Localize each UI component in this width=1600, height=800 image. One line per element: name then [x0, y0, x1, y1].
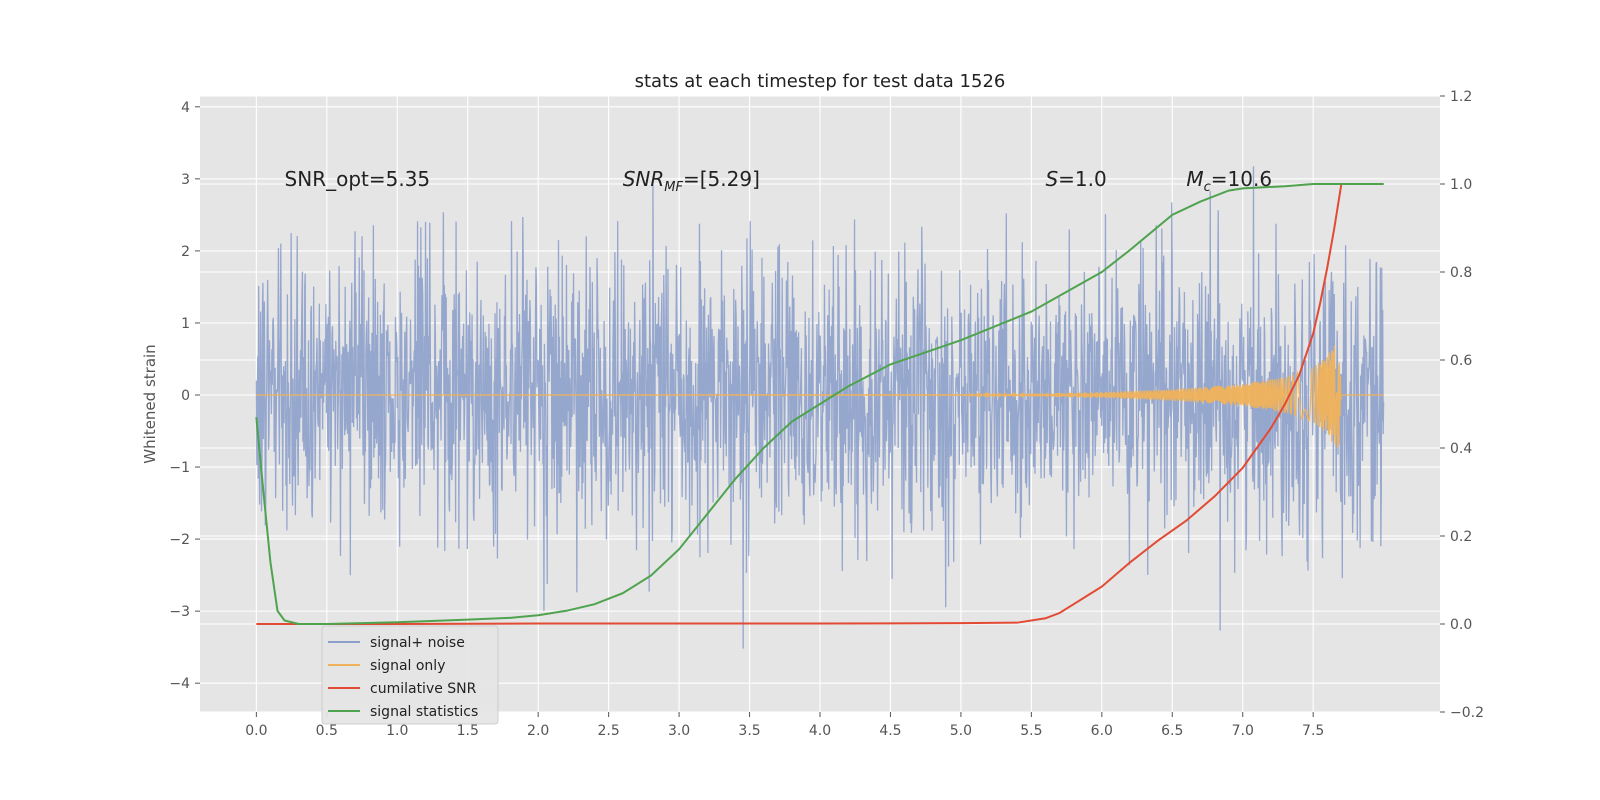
annotation: SNR_opt=5.35 — [285, 167, 431, 191]
line-series-group — [255, 183, 1384, 625]
axes: 0.0 0.5 1.0 1.5 2.0 2.5 3.0 3.5 4.0 4.5 5.0 5.5 6.0 6… — [169, 89, 1484, 739]
y-tick-label: 2 — [181, 244, 190, 260]
x-tick-label: 3.5 — [738, 723, 760, 739]
y-tick-label: 0 — [181, 388, 190, 404]
legend-box — [321, 625, 499, 725]
annotation: SNRMF=[5.29] — [623, 167, 760, 195]
x-tick-label: 2.5 — [598, 723, 620, 739]
y-tick-label: −1 — [169, 460, 190, 476]
x-tick-label: 6.5 — [1161, 723, 1183, 739]
x-tick-label: 6.0 — [1091, 723, 1113, 739]
x-tick-label: 1.0 — [386, 723, 408, 739]
y-tick-label: 4 — [181, 100, 190, 116]
legend: signal+ noise signal only cumilative SNR si… — [321, 625, 499, 725]
y-tick-label: −4 — [169, 676, 190, 692]
annotations: SNR_opt=5.35 SNRMF=[5.29] S=1.0 Mc=10.6 — [285, 167, 1273, 195]
y2-tick-label: 0.0 — [1450, 617, 1472, 633]
series-path-signal-only — [256, 345, 1384, 449]
series-path-cumilative-snr — [256, 183, 1384, 625]
x-tick-label: 2.0 — [527, 723, 549, 739]
y2-tick-label: 0.6 — [1450, 353, 1472, 369]
legend-label: signal statistics — [370, 704, 478, 720]
y2-tick-label: 0.2 — [1450, 529, 1472, 545]
legend-label: signal+ noise — [370, 635, 465, 651]
y-tick-label: −2 — [169, 532, 190, 548]
legend-label: cumilative SNR — [370, 681, 477, 697]
y2-tick-label: 0.4 — [1450, 441, 1472, 457]
x-tick-label: 5.0 — [950, 723, 972, 739]
x-tick-label: 1.5 — [457, 723, 479, 739]
x-tick-label: 7.5 — [1302, 723, 1324, 739]
y2-tick-label: 0.8 — [1450, 265, 1472, 281]
y2-tick-label: 1.0 — [1450, 177, 1472, 193]
y-tick-label: −3 — [169, 604, 190, 620]
x-tick-label: 3.0 — [668, 723, 690, 739]
annotation: Mc=10.6 — [1186, 167, 1272, 195]
series-signal-plus-noise — [255, 166, 1385, 649]
x-tick-label: 4.0 — [809, 723, 831, 739]
annotation: S=1.0 — [1045, 167, 1106, 191]
y2-tick-label: −0.2 — [1450, 705, 1484, 721]
x-tick-label: 4.5 — [879, 723, 901, 739]
y-tick-label: 1 — [181, 316, 190, 332]
y-axis-label: Whitened strain — [141, 344, 159, 463]
series-path-signal-plus-noise — [255, 166, 1385, 649]
x-tick-label: 0.5 — [316, 723, 338, 739]
y-tick-label: 3 — [181, 172, 190, 188]
x-tick-label: 0.0 — [245, 723, 267, 739]
legend-label: signal only — [370, 658, 445, 674]
series-signal-only — [256, 345, 1384, 449]
x-tick-label: 7.0 — [1232, 723, 1254, 739]
y2-tick-label: 1.2 — [1450, 89, 1472, 105]
x-tick-label: 5.5 — [1020, 723, 1042, 739]
chart-title: stats at each timestep for test data 152… — [635, 71, 1006, 92]
series-path-signal-statistics — [255, 183, 1384, 625]
